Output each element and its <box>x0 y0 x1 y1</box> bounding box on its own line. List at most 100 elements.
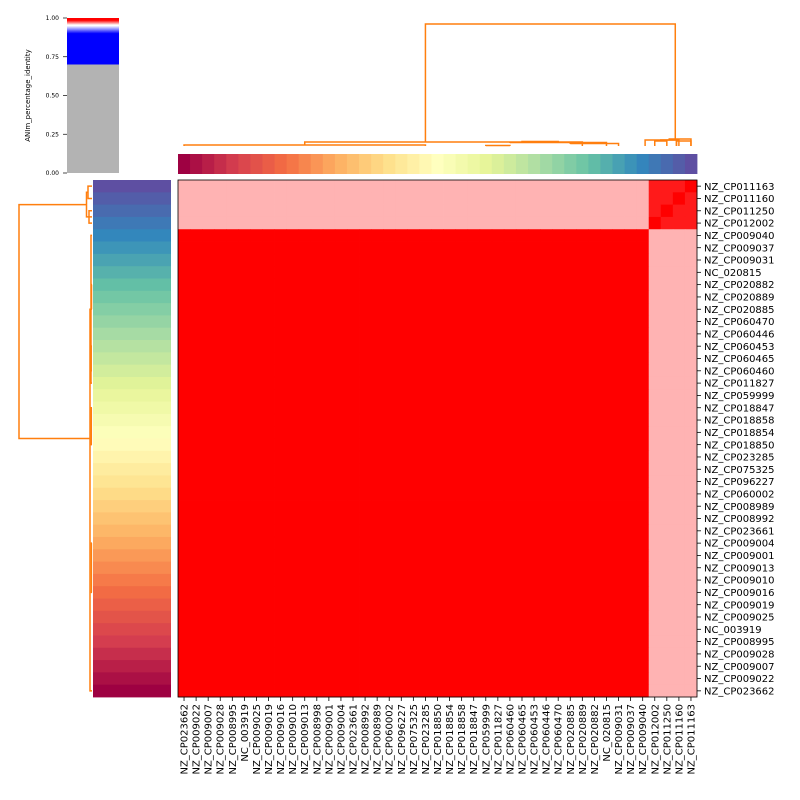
heatmap-cell <box>576 623 589 636</box>
row-color-cell <box>93 364 171 378</box>
colorbar: 0.000.250.500.751.00ANIm_percentage_iden… <box>24 15 119 177</box>
heatmap-cell <box>250 598 263 612</box>
heatmap-cell <box>672 192 686 206</box>
heatmap-cell <box>407 524 420 538</box>
heatmap-cell <box>371 487 384 501</box>
heatmap-cell <box>359 512 372 526</box>
heatmap-cell <box>202 340 215 353</box>
heatmap-cell <box>443 598 456 612</box>
heatmap-cell <box>540 463 553 476</box>
heatmap-cell <box>298 389 312 402</box>
heatmap-cell <box>648 278 662 292</box>
heatmap-cell <box>443 340 456 353</box>
heatmap-cell <box>334 340 348 353</box>
heatmap-cell <box>600 500 613 513</box>
heatmap-cell <box>491 315 505 329</box>
heatmap-cell <box>310 660 324 673</box>
heatmap-cell <box>346 647 360 661</box>
heatmap-cell <box>540 266 553 279</box>
heatmap-cell <box>359 266 372 279</box>
heatmap-cell <box>540 512 553 526</box>
heatmap-cell <box>660 290 674 304</box>
heatmap-cell <box>359 549 372 562</box>
heatmap-cell <box>202 586 215 599</box>
heatmap-cell <box>334 204 348 218</box>
heatmap-cell <box>684 204 698 218</box>
heatmap-cell <box>383 426 396 439</box>
heatmap-cell <box>612 376 625 390</box>
row-color-cell <box>93 623 171 636</box>
row-label: NZ_CP008992 <box>704 514 775 525</box>
column-color-cell <box>178 154 191 174</box>
heatmap-cell <box>346 303 360 316</box>
heatmap-cell <box>528 229 541 242</box>
heatmap-cell <box>479 180 493 193</box>
heatmap-cell <box>564 241 577 255</box>
heatmap-cell <box>443 500 456 513</box>
heatmap-cell <box>540 364 553 378</box>
heatmap-cell <box>226 475 239 489</box>
heatmap-cell <box>552 364 565 378</box>
heatmap-cell <box>322 438 336 452</box>
heatmap-cell <box>660 278 674 292</box>
colorbar-gradient <box>67 25 119 34</box>
heatmap-cell <box>528 500 541 513</box>
heatmap-cell <box>262 401 275 415</box>
heatmap-cell <box>298 278 312 292</box>
dendrogram-link <box>90 542 93 594</box>
heatmap-cell <box>250 376 263 390</box>
heatmap-cell <box>346 438 360 452</box>
heatmap-cell <box>226 192 239 206</box>
heatmap-cell <box>515 475 529 489</box>
heatmap-cell <box>503 475 517 489</box>
heatmap-cell <box>238 586 251 599</box>
row-label: NC_020815 <box>704 268 762 279</box>
heatmap-cell <box>684 549 698 562</box>
heatmap-cell <box>371 647 384 661</box>
heatmap-cell <box>250 500 263 513</box>
heatmap-cell <box>467 352 481 366</box>
row-label: NZ_CP096227 <box>704 477 775 488</box>
heatmap-cell <box>443 180 456 193</box>
heatmap-cell <box>178 389 191 402</box>
heatmap-cell <box>431 352 444 366</box>
heatmap-cell <box>334 438 348 452</box>
heatmap-cell <box>419 401 432 415</box>
heatmap-cell <box>371 475 384 489</box>
heatmap-cell <box>503 536 517 550</box>
heatmap-cell <box>214 647 227 661</box>
heatmap-cell <box>238 426 251 439</box>
heatmap-cell <box>298 229 312 242</box>
heatmap-cell <box>431 266 444 279</box>
column-labels: NZ_CP023662 NZ_CP009022 NZ_CP009007 NZ_CP00… <box>180 697 697 775</box>
heatmap-cell <box>491 512 505 526</box>
heatmap-cell <box>552 660 565 673</box>
heatmap-cell <box>540 253 553 267</box>
heatmap-cell <box>178 303 191 316</box>
heatmap-cell <box>588 487 601 501</box>
heatmap-cell <box>648 389 662 402</box>
heatmap-cell <box>178 475 191 489</box>
heatmap-cell <box>431 647 444 661</box>
heatmap-cell <box>467 536 481 550</box>
column-label: NZ_CP011163 <box>686 704 697 775</box>
heatmap-cell <box>528 635 541 649</box>
heatmap-cell <box>286 204 300 218</box>
heatmap-cell <box>588 475 601 489</box>
heatmap-cell <box>600 536 613 550</box>
heatmap-cell <box>226 647 239 661</box>
heatmap-cell <box>588 549 601 562</box>
heatmap-cell <box>407 561 420 575</box>
heatmap-cell <box>467 647 481 661</box>
heatmap-cell <box>540 684 553 698</box>
row-color-cell <box>93 438 171 452</box>
heatmap-cell <box>334 401 348 415</box>
heatmap-cell <box>262 561 275 575</box>
heatmap-cell <box>262 376 275 390</box>
heatmap-cell <box>310 487 324 501</box>
heatmap-cell <box>491 549 505 562</box>
heatmap-cell <box>190 463 203 476</box>
heatmap-cell <box>190 327 203 341</box>
heatmap-cell <box>371 573 384 587</box>
heatmap-cell <box>214 376 227 390</box>
